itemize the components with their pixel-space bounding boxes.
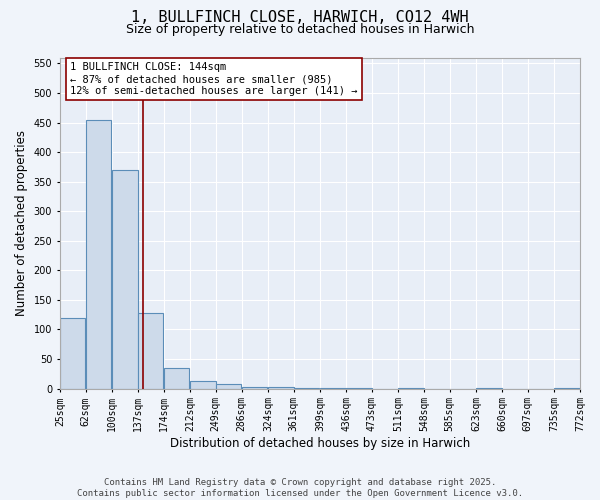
Text: 1, BULLFINCH CLOSE, HARWICH, CO12 4WH: 1, BULLFINCH CLOSE, HARWICH, CO12 4WH bbox=[131, 10, 469, 25]
Y-axis label: Number of detached properties: Number of detached properties bbox=[15, 130, 28, 316]
Bar bbox=[242, 387, 267, 388]
Bar bbox=[164, 368, 189, 388]
Bar bbox=[112, 170, 137, 388]
X-axis label: Distribution of detached houses by size in Harwich: Distribution of detached houses by size … bbox=[170, 437, 470, 450]
Text: Size of property relative to detached houses in Harwich: Size of property relative to detached ho… bbox=[126, 22, 474, 36]
Bar bbox=[190, 381, 215, 388]
Bar bbox=[60, 318, 85, 388]
Bar bbox=[216, 384, 241, 388]
Text: Contains HM Land Registry data © Crown copyright and database right 2025.
Contai: Contains HM Land Registry data © Crown c… bbox=[77, 478, 523, 498]
Text: 1 BULLFINCH CLOSE: 144sqm
← 87% of detached houses are smaller (985)
12% of semi: 1 BULLFINCH CLOSE: 144sqm ← 87% of detac… bbox=[70, 62, 358, 96]
Bar bbox=[86, 120, 111, 388]
Bar bbox=[138, 313, 163, 388]
